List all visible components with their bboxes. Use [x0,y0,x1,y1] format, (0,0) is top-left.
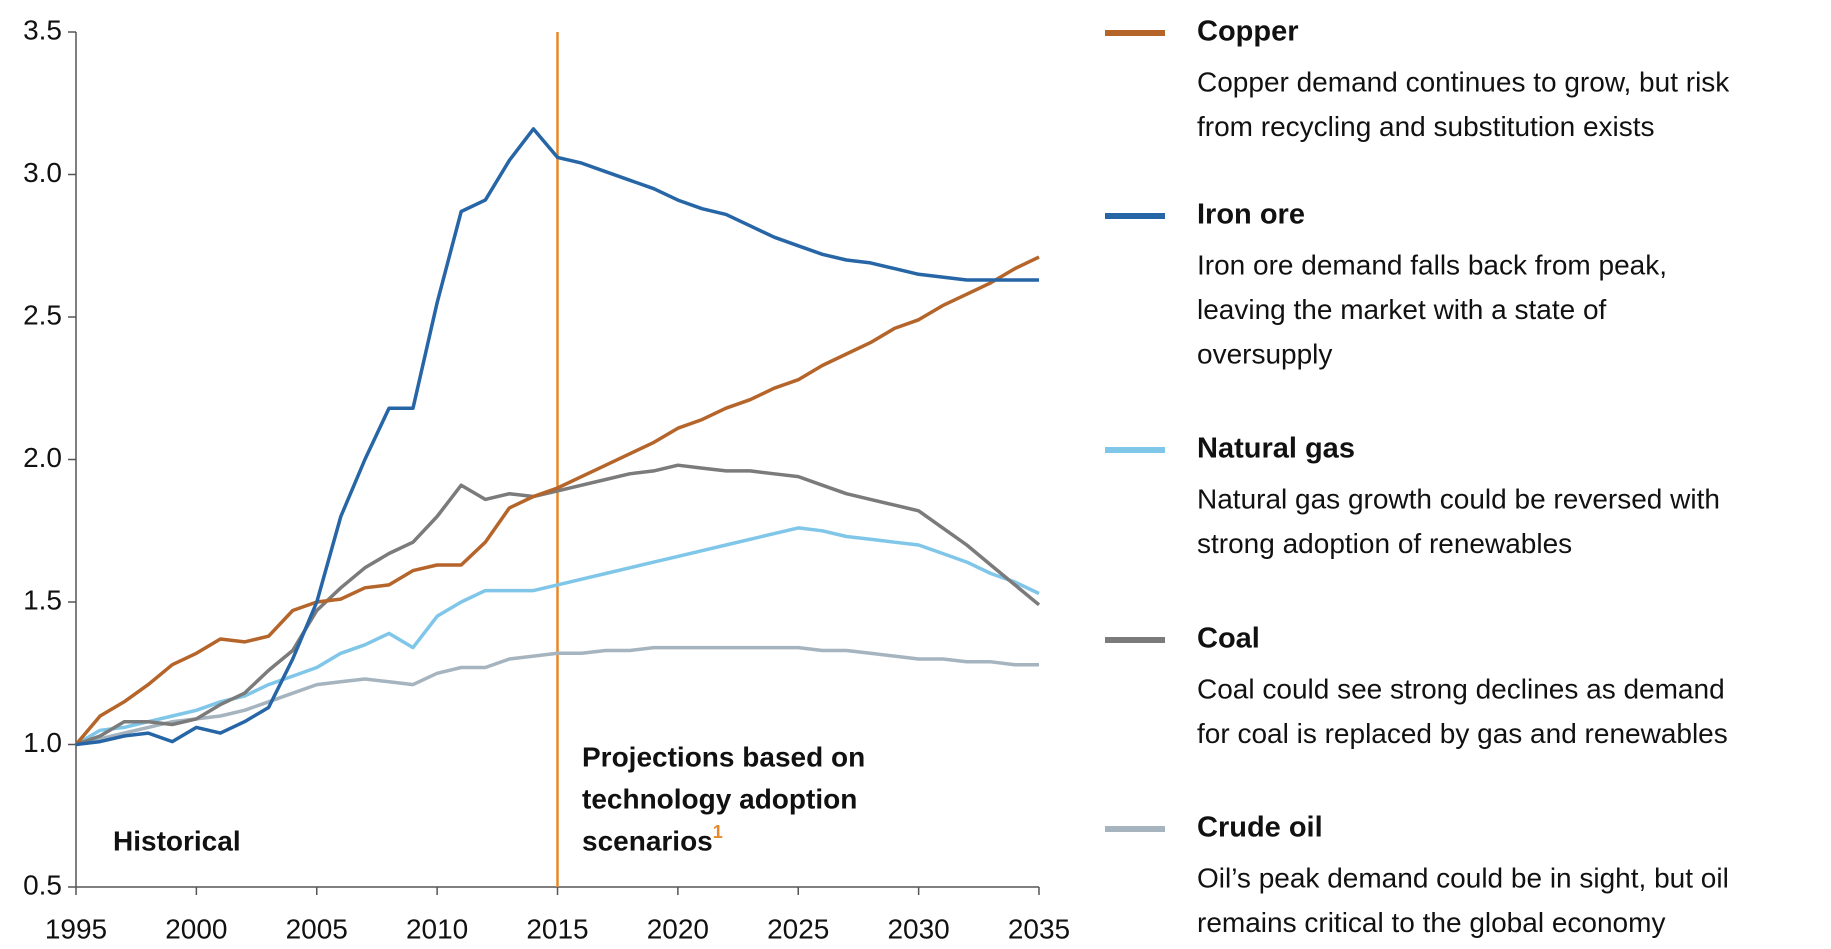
legend-name: Iron ore [1197,199,1305,231]
x-tick-label: 2025 [767,913,829,944]
projection-label: Projections based on [582,741,865,772]
y-tick-label: 3.0 [23,157,62,188]
legend-description: Oil’s peak demand could be in sight, but… [1197,862,1729,893]
legend-description: from recycling and substitution exists [1197,111,1655,142]
series-line [75,645,1039,747]
legend-description: Copper demand continues to grow, but ris… [1197,66,1730,97]
x-tick-label: 2000 [165,913,227,944]
historical-label: Historical [113,825,241,856]
legend-name: Crude oil [1197,812,1323,844]
x-tick-label: 2030 [887,913,949,944]
y-tick-label: 1.5 [23,584,62,615]
legend-description: remains critical to the global economy [1197,907,1665,938]
legend-description: oversupply [1197,338,1332,369]
x-tick-label: 2010 [406,913,468,944]
legend-name: Natural gas [1197,433,1355,465]
series-line [74,255,1040,746]
projection-label: scenarios1 [582,822,723,857]
x-tick-label: 1995 [45,913,107,944]
x-tick-label: 2005 [286,913,348,944]
series-line [75,463,1041,747]
legend-description: Coal could see strong declines as demand [1197,673,1725,704]
y-tick-label: 1.0 [23,727,62,758]
y-tick-label: 3.5 [23,14,62,45]
legend-name: Copper [1197,16,1299,48]
legend-description: Natural gas growth could be reversed wit… [1197,483,1720,514]
footnote-marker: 1 [713,822,723,842]
y-tick-label: 2.5 [23,299,62,330]
legend-name: Coal [1197,623,1260,655]
x-tick-label: 2020 [647,913,709,944]
legend-description: for coal is replaced by gas and renewabl… [1197,718,1728,749]
legend-description: leaving the market with a state of [1197,294,1607,325]
x-tick-label: 2035 [1008,913,1070,944]
projection-label: technology adoption [582,783,857,814]
y-tick-label: 2.0 [23,442,62,473]
x-tick-label: 2015 [526,913,588,944]
legend-description: Iron ore demand falls back from peak, [1197,249,1667,280]
legend-description: strong adoption of renewables [1197,528,1572,559]
series-line [75,127,1039,747]
y-tick-label: 0.5 [23,869,62,900]
